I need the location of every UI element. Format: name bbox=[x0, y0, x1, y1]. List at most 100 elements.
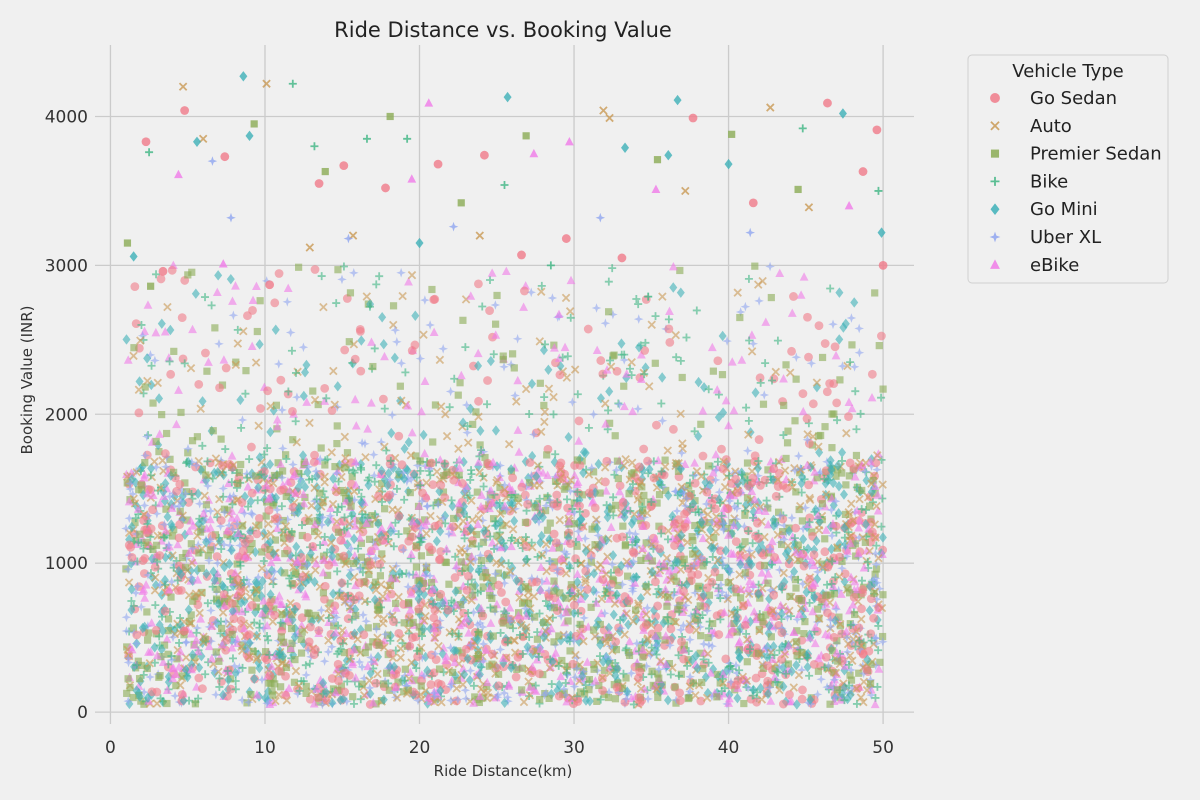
scatter-point bbox=[286, 643, 296, 653]
scatter-point bbox=[554, 309, 564, 318]
scatter-point bbox=[277, 633, 285, 641]
scatter-point bbox=[136, 530, 144, 538]
scatter-point bbox=[237, 460, 245, 469]
scatter-point bbox=[308, 542, 318, 551]
scatter-point bbox=[474, 513, 483, 523]
scatter-point bbox=[466, 291, 476, 300]
scatter-point bbox=[379, 680, 388, 688]
scatter-point bbox=[862, 665, 872, 675]
scatter-point bbox=[692, 625, 701, 635]
scatter-point bbox=[711, 450, 721, 459]
scatter-point bbox=[705, 519, 713, 527]
scatter-point bbox=[694, 376, 703, 388]
scatter-point bbox=[458, 649, 466, 657]
scatter-point bbox=[743, 583, 753, 593]
scatter-point bbox=[587, 603, 595, 611]
scatter-point bbox=[392, 599, 400, 608]
scatter-point bbox=[170, 691, 180, 701]
scatter-point bbox=[359, 521, 367, 529]
scatter-point bbox=[589, 626, 598, 634]
scatter-point bbox=[327, 448, 336, 457]
scatter-point bbox=[374, 491, 383, 501]
scatter-point bbox=[228, 491, 239, 501]
scatter-point bbox=[850, 297, 859, 308]
scatter-point bbox=[173, 576, 182, 585]
scatter-point bbox=[753, 280, 763, 289]
scatter-point bbox=[707, 641, 717, 651]
scatter-point bbox=[761, 317, 771, 326]
scatter-point bbox=[262, 512, 270, 520]
scatter-point bbox=[740, 699, 748, 708]
scatter-point bbox=[188, 437, 197, 445]
scatter-point bbox=[637, 516, 645, 525]
scatter-point bbox=[838, 447, 847, 458]
scatter-point bbox=[844, 660, 853, 669]
scatter-point bbox=[875, 342, 883, 350]
scatter-point bbox=[273, 359, 284, 369]
scatter-point bbox=[194, 380, 204, 389]
scatter-point bbox=[653, 623, 663, 633]
scatter-point bbox=[765, 261, 775, 272]
scatter-point bbox=[652, 420, 661, 430]
scatter-point bbox=[358, 610, 368, 620]
scatter-point bbox=[388, 568, 397, 580]
scatter-point bbox=[386, 573, 396, 583]
scatter-point bbox=[854, 347, 865, 358]
scatter-point bbox=[526, 287, 536, 298]
scatter-point bbox=[405, 667, 415, 676]
scatter-point bbox=[855, 669, 863, 677]
scatter-point bbox=[874, 603, 884, 613]
scatter-point bbox=[157, 589, 166, 601]
scatter-point bbox=[539, 344, 548, 356]
scatter-point bbox=[842, 481, 850, 489]
scatter-point bbox=[170, 468, 178, 476]
scatter-point bbox=[298, 531, 306, 540]
scatter-point bbox=[121, 523, 131, 534]
scatter-point bbox=[859, 677, 869, 687]
scatter-point bbox=[789, 683, 799, 692]
scatter-point bbox=[150, 658, 159, 667]
scatter-point bbox=[457, 558, 465, 566]
scatter-point bbox=[468, 591, 477, 599]
scatter-point bbox=[802, 414, 812, 424]
scatter-point bbox=[400, 619, 408, 627]
scatter-point bbox=[394, 592, 403, 602]
scatter-point bbox=[579, 677, 589, 688]
scatter-point bbox=[649, 473, 659, 483]
scatter-point bbox=[338, 639, 347, 648]
scatter-point bbox=[721, 395, 731, 405]
scatter-point bbox=[233, 325, 242, 334]
scatter-point bbox=[224, 520, 234, 531]
scatter-point bbox=[288, 639, 296, 647]
scatter-point bbox=[425, 320, 435, 330]
scatter-point bbox=[132, 630, 142, 640]
scatter-point bbox=[292, 541, 301, 552]
scatter-point bbox=[742, 629, 751, 638]
scatter-point bbox=[871, 638, 882, 649]
scatter-point bbox=[279, 516, 287, 525]
scatter-point bbox=[849, 592, 859, 602]
scatter-point bbox=[676, 542, 685, 554]
scatter-point bbox=[229, 614, 239, 624]
scatter-point bbox=[475, 550, 486, 561]
scatter-point bbox=[612, 501, 620, 509]
scatter-point bbox=[792, 488, 800, 496]
scatter-point bbox=[153, 378, 163, 388]
scatter-point bbox=[805, 671, 814, 680]
scatter-point bbox=[404, 437, 413, 448]
scatter-point bbox=[383, 669, 391, 677]
scatter-point bbox=[751, 387, 760, 398]
scatter-point bbox=[550, 604, 558, 612]
scatter-point bbox=[270, 610, 280, 620]
scatter-point bbox=[152, 699, 162, 708]
scatter-point bbox=[450, 514, 458, 523]
scatter-point bbox=[240, 551, 250, 561]
scatter-point bbox=[297, 649, 306, 657]
scatter-point bbox=[487, 649, 497, 659]
scatter-point bbox=[410, 469, 419, 480]
scatter-point bbox=[485, 306, 494, 316]
scatter-point bbox=[663, 695, 672, 706]
scatter-point bbox=[386, 521, 396, 530]
scatter-point bbox=[145, 672, 155, 682]
scatter-point bbox=[329, 588, 338, 599]
